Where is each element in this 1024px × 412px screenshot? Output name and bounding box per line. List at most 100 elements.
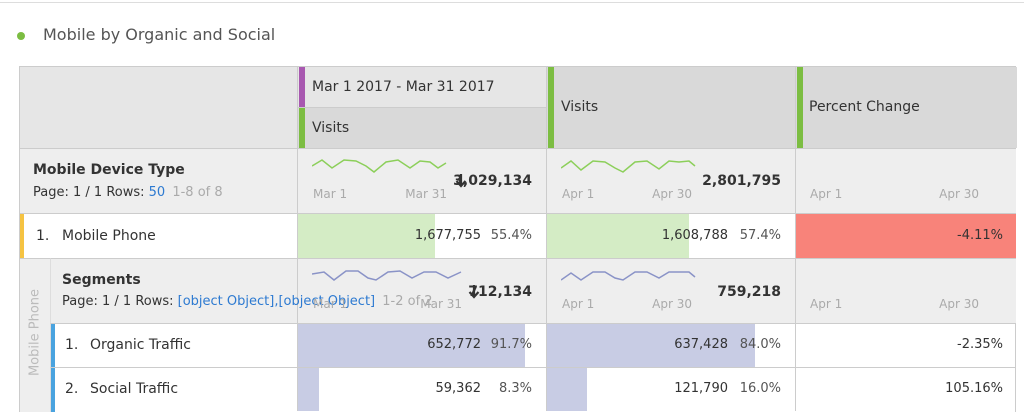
table-row[interactable] (20, 213, 1016, 258)
down-arrow (468, 285, 480, 299)
cell-share: 57.4% (739, 228, 781, 243)
share-bar (298, 324, 526, 367)
breakdown-name[interactable]: Segments (62, 272, 141, 288)
change-cell (795, 214, 1016, 258)
divider (795, 149, 796, 213)
header-cell[interactable] (795, 67, 1017, 148)
spark-end: Mar 31 (395, 187, 447, 201)
drag-handle (299, 108, 305, 148)
share-bar (547, 324, 756, 367)
cell-share: 8.3% (498, 381, 532, 396)
metric-name: Percent Change (809, 99, 920, 115)
spark-end: Apr 30 (939, 297, 979, 311)
cell (546, 368, 795, 411)
cell-value: 1,677,755 (414, 228, 481, 243)
divider (546, 259, 547, 323)
rows-label: Rows: (135, 294, 174, 309)
cell-change: -2.35% (957, 337, 1003, 352)
drag-handle (548, 67, 554, 148)
header-corner (20, 67, 297, 148)
cell (546, 324, 795, 367)
header-cell[interactable] (546, 67, 796, 148)
row-marker (51, 324, 55, 367)
cell-value: 59,362 (435, 381, 482, 396)
share-bar (298, 368, 319, 411)
spark-start: Mar 1 (313, 297, 348, 311)
column-total: 759,218 (717, 284, 781, 300)
share-bar (547, 214, 690, 258)
row-index: 1. (36, 228, 50, 244)
cell-share: 91.7% (490, 337, 532, 352)
metric-name: Visits (312, 120, 350, 136)
dimension-name[interactable]: Mobile Device Type (33, 162, 185, 178)
row-index: 2. (65, 381, 79, 397)
spark-start: Apr 1 (562, 297, 595, 311)
divider (795, 259, 796, 323)
row-index: 1. (65, 337, 79, 353)
cell-share: 16.0% (739, 381, 781, 396)
spark-end: Apr 30 (939, 187, 979, 201)
sparkline (312, 270, 462, 281)
cell-value: 652,772 (427, 337, 481, 352)
column-total: 3,029,134 (453, 173, 532, 189)
breakdown-parent: Mobile Phone (27, 288, 43, 377)
cell (297, 368, 546, 411)
top-rule (0, 2, 1024, 3)
rows-select[interactable]: 50 (148, 185, 166, 200)
cell-value: 121,790 (674, 381, 728, 396)
drag-handle (299, 67, 305, 107)
down-arrow (455, 174, 467, 188)
spark-start: Apr 1 (810, 297, 843, 311)
header-cell[interactable] (297, 107, 547, 149)
divider (297, 259, 298, 323)
spark-end-text: Mar 31 (405, 187, 447, 201)
cell-change: -4.11% (957, 228, 1003, 243)
spark-end: Apr 30 (652, 297, 692, 311)
dimension-header (20, 148, 1016, 214)
cell (297, 324, 546, 367)
page: Page: 1 / 1 (33, 185, 103, 200)
sparkline (561, 160, 696, 173)
row-label[interactable]: Organic Traffic (90, 337, 191, 353)
title-dot (17, 32, 25, 40)
table-row[interactable] (50, 323, 1016, 367)
row-label[interactable]: Mobile Phone (62, 228, 156, 244)
sparkline (561, 271, 696, 281)
cell-value: 1,608,788 (661, 228, 728, 243)
rows-label: Rows: (106, 185, 145, 200)
cell-change: 105.16% (945, 381, 1003, 396)
table-row[interactable] (50, 367, 1016, 412)
metric-name: Visits (561, 99, 599, 115)
page: Page: 1 / 1 (62, 294, 132, 309)
breakdown-header (50, 258, 1016, 323)
date-range: Mar 1 2017 - Mar 31 2017 (312, 79, 495, 95)
spark-end: Mar 31 (420, 297, 462, 311)
divider (795, 324, 796, 367)
share-bar (298, 214, 436, 258)
column-total: 712,134 (468, 284, 532, 300)
cell (546, 214, 795, 258)
row-label[interactable]: Social Traffic (90, 381, 179, 397)
row-marker (20, 214, 24, 258)
row-marker (51, 368, 55, 412)
column-total: 2,801,795 (702, 173, 781, 189)
spark-start: Apr 1 (562, 187, 595, 201)
sparkline (312, 159, 447, 173)
rows-select[interactable]: [object Object],[object Object] (177, 294, 376, 309)
cell (297, 214, 546, 258)
cell-share: 84.0% (739, 337, 781, 352)
cell-share: 55.4% (490, 228, 532, 243)
divider (795, 368, 796, 411)
pagination: Page: 1 / 1 Rows: [object Object],[objec… (62, 294, 433, 309)
divider (297, 149, 298, 213)
spark-start: Apr 1 (810, 187, 843, 201)
header-cell[interactable] (297, 67, 547, 107)
pagination: Page: 1 / 1 Rows: 50 1-8 of 8 (33, 185, 223, 200)
cell-value: 637,428 (674, 337, 728, 352)
breakdown-gutter (20, 258, 50, 412)
row-count: 1-8 of 8 (172, 185, 223, 200)
row-count: 1-2 of 2 (382, 294, 433, 309)
drag-handle (797, 67, 803, 148)
panel-title[interactable]: Mobile by Organic and Social (43, 25, 276, 44)
